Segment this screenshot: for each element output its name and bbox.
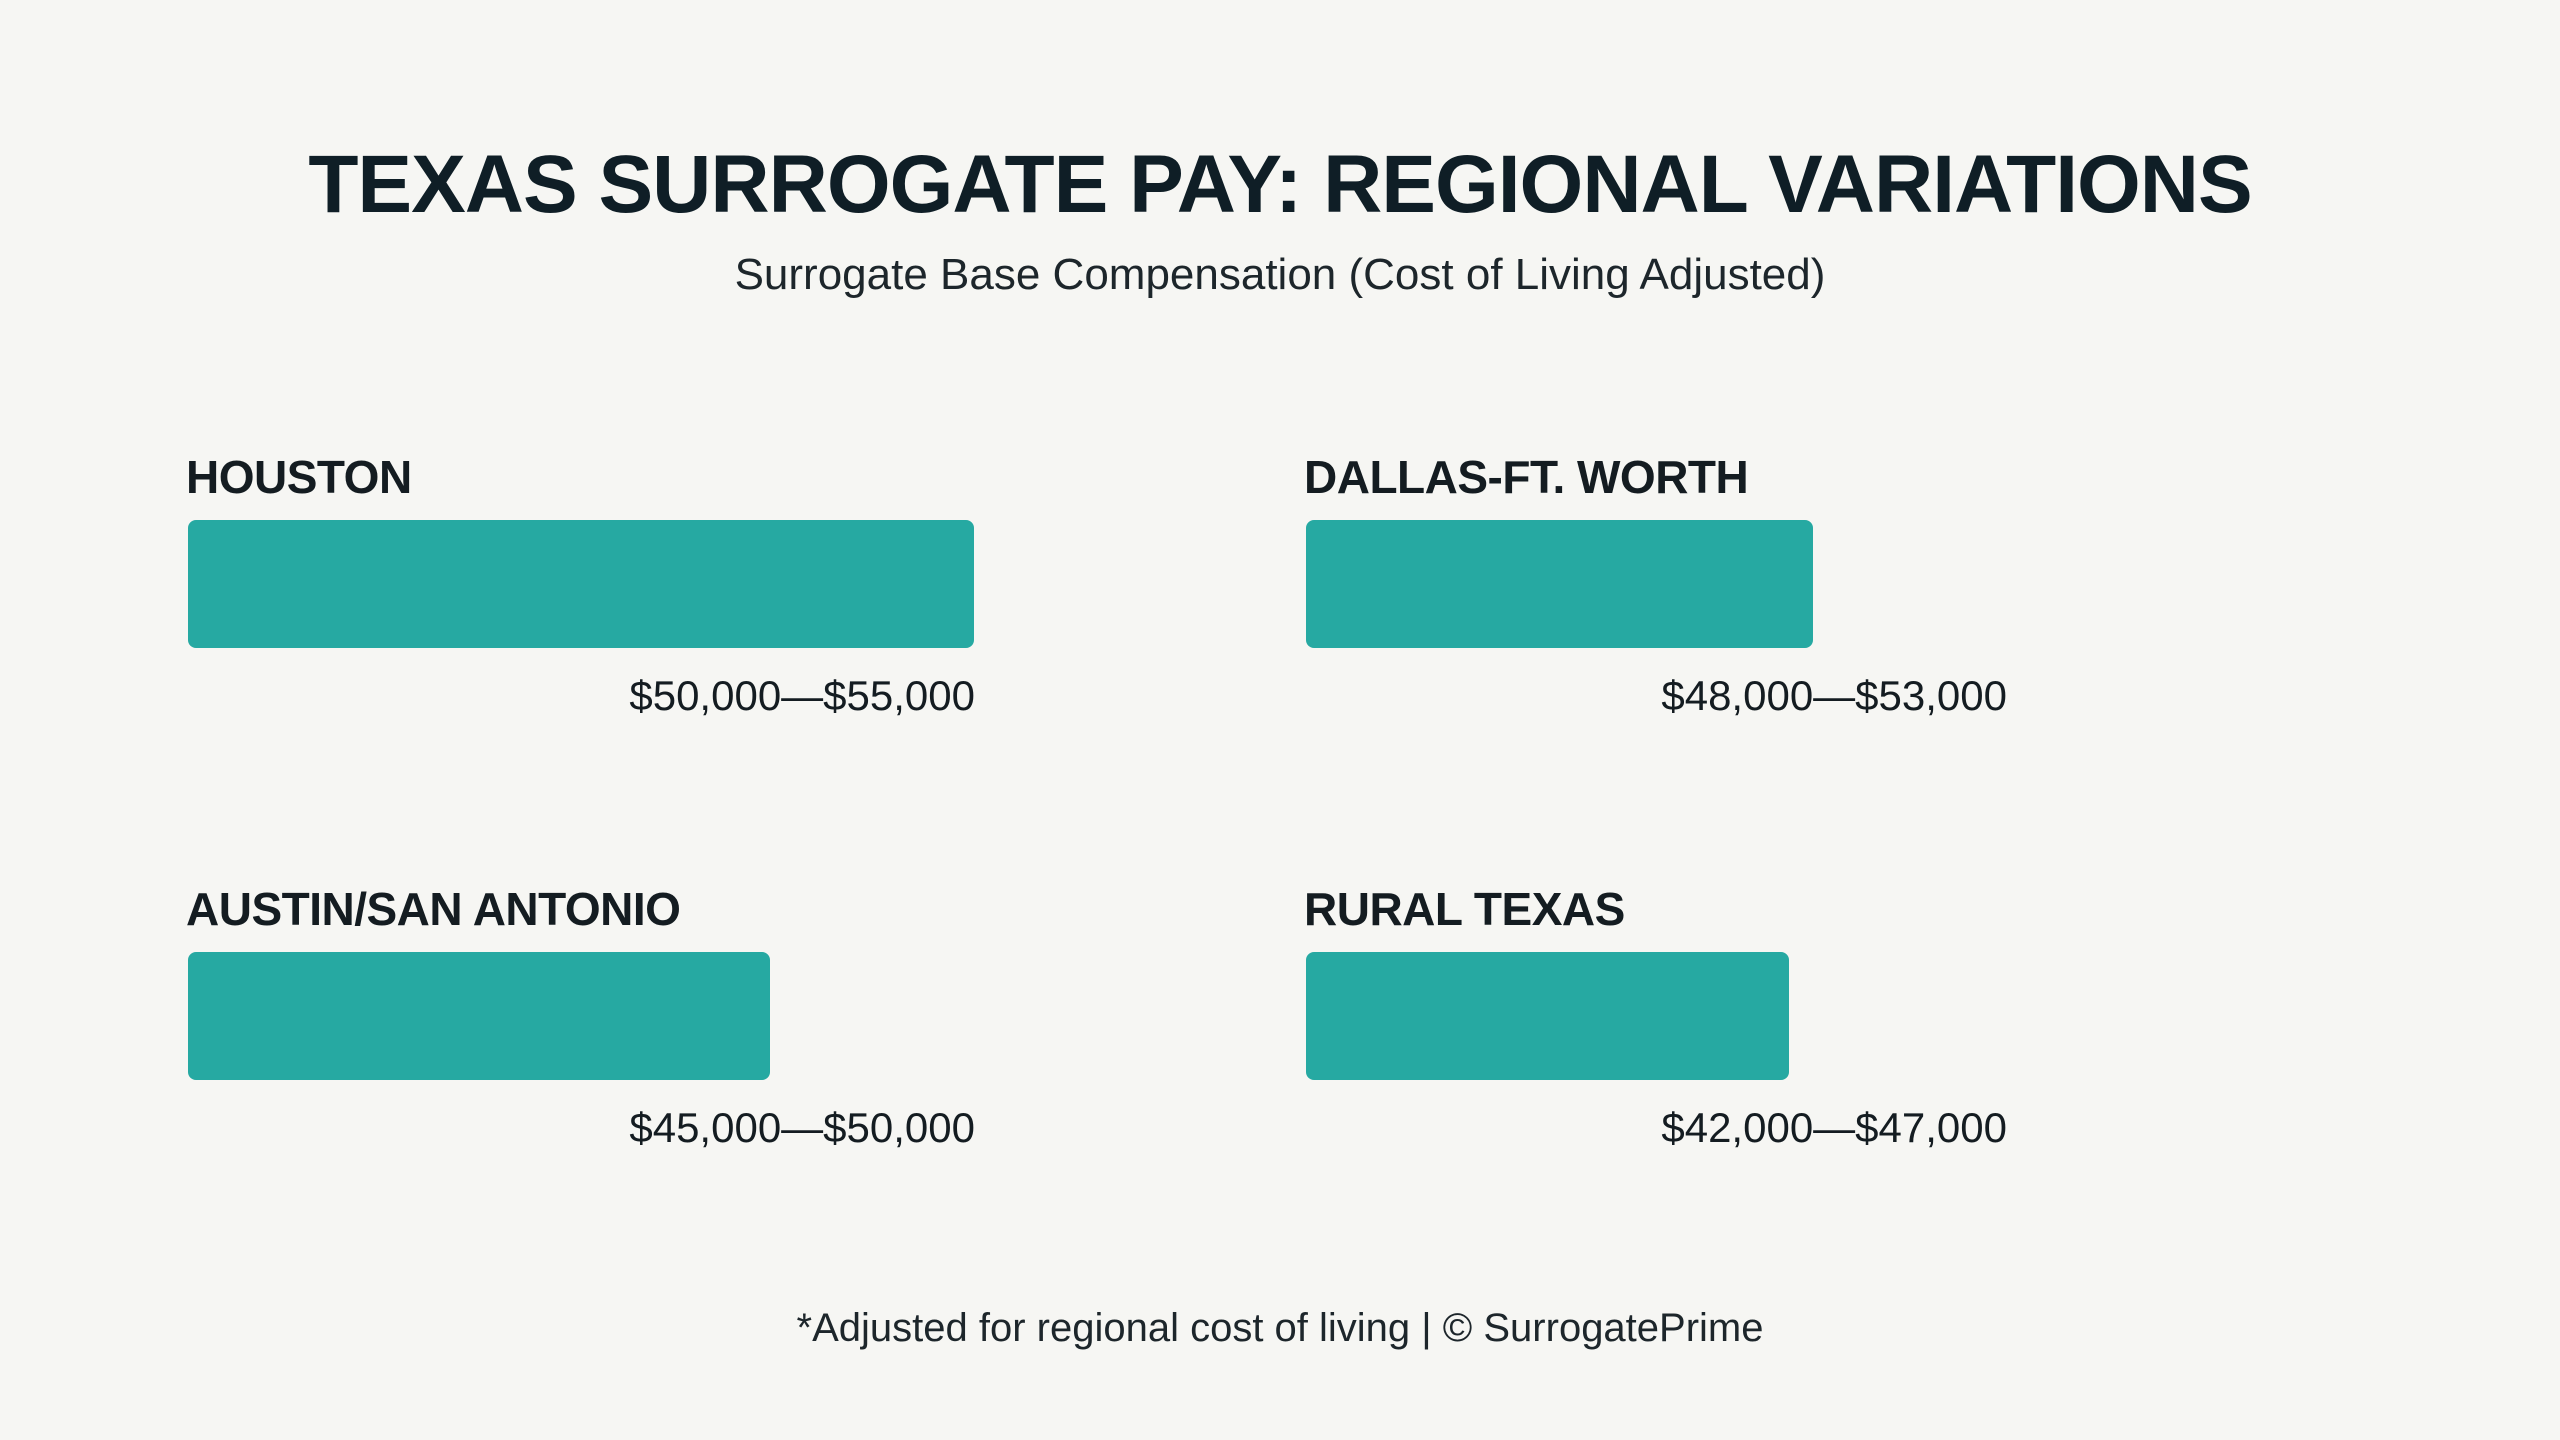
value-label: $50,000—$55,000 <box>629 672 975 719</box>
bar <box>188 952 770 1080</box>
chart-subtitle: Surrogate Base Compensation (Cost of Liv… <box>734 250 1826 299</box>
region-label: DALLAS-FT. WORTH <box>1304 451 1749 503</box>
chart-title: TEXAS SURROGATE PAY: REGIONAL VARIATIONS <box>308 139 2252 230</box>
value-label: $48,000—$53,000 <box>1661 672 2007 719</box>
region-label: HOUSTON <box>186 451 412 503</box>
region-panel-dallas-ft-worth: DALLAS-FT. WORTH $48,000—$53,000 <box>1304 450 2344 750</box>
region-label: AUSTIN/SAN ANTONIO <box>186 883 681 935</box>
region-panel-houston: HOUSTON $50,000—$55,000 <box>186 450 1226 750</box>
region-panel-austin-san-antonio: AUSTIN/SAN ANTONIO $45,000—$50,000 <box>186 882 1226 1182</box>
value-label: $42,000—$47,000 <box>1661 1104 2007 1151</box>
value-label: $45,000—$50,000 <box>629 1104 975 1151</box>
region-panel-rural-texas: RURAL TEXAS $42,000—$47,000 <box>1304 882 2344 1182</box>
bar <box>1306 520 1813 648</box>
region-label: RURAL TEXAS <box>1304 883 1625 935</box>
footer-note: *Adjusted for regional cost of living | … <box>796 1306 1764 1350</box>
bar <box>188 520 974 648</box>
bar <box>1306 952 1789 1080</box>
